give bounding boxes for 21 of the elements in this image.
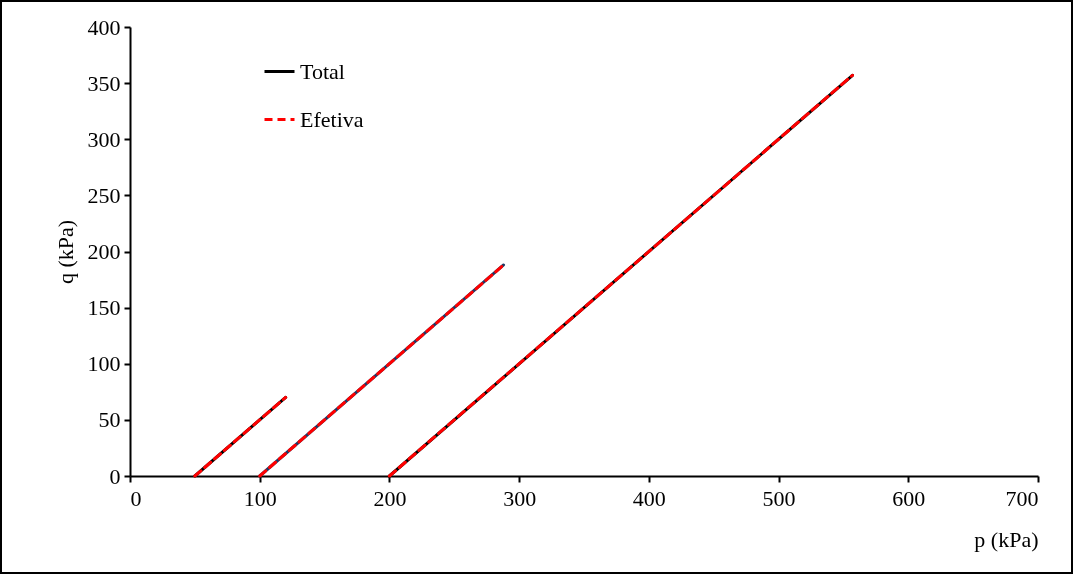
y-tick-label: 400: [87, 14, 121, 40]
y-tick-label: 150: [87, 295, 121, 321]
y-tick-label: 250: [87, 182, 121, 208]
x-axis-title: p (kPa): [974, 526, 1039, 552]
x-tick-label: 700: [1005, 485, 1039, 511]
x-tick-label: 500: [762, 485, 796, 511]
y-tick-label: 100: [87, 351, 121, 377]
y-tick-label: 50: [98, 407, 121, 433]
y-tick-label: 0: [109, 463, 121, 489]
x-tick-label: 400: [632, 485, 666, 511]
legend-label: Total: [300, 58, 345, 84]
y-axis-title: q (kPa): [52, 219, 78, 285]
x-tick-label: 300: [503, 485, 537, 511]
x-tick-label: 0: [130, 485, 142, 511]
y-tick-label: 200: [87, 239, 121, 264]
y-tick-label: 300: [87, 126, 121, 152]
legend-label: Efetiva: [300, 106, 364, 132]
x-tick-label: 200: [373, 485, 407, 511]
x-tick-label: 100: [243, 485, 277, 511]
y-tick-label: 350: [87, 70, 121, 96]
x-tick-label: 600: [892, 485, 926, 511]
